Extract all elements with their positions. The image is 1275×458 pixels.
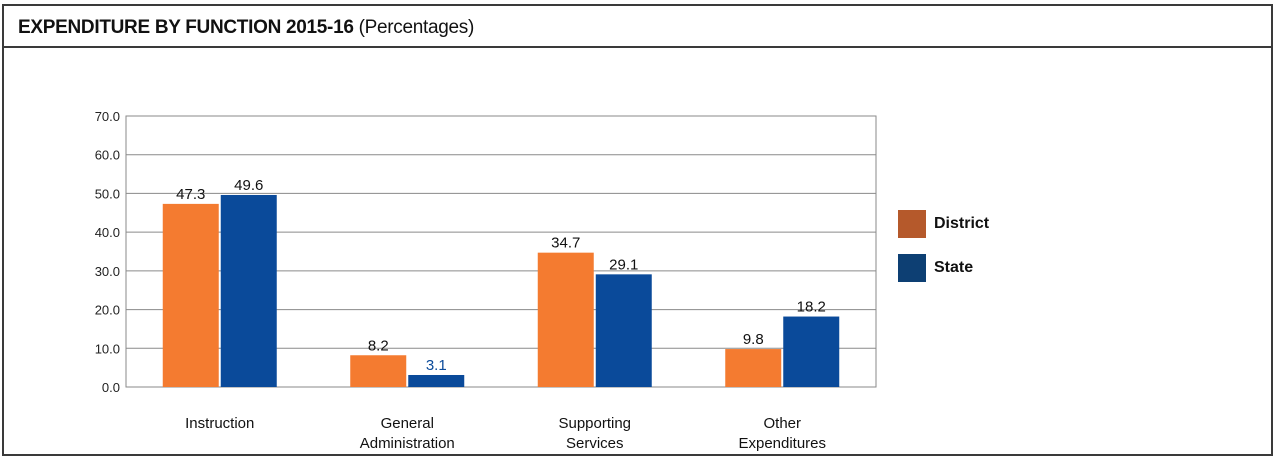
x-category-label: Instruction xyxy=(185,415,254,432)
bar-value-label: 34.7 xyxy=(551,235,580,252)
chart-title-suffix: (Percentages) xyxy=(358,17,475,38)
y-tick-label: 50.0 xyxy=(95,186,120,201)
x-category-label: Supporting xyxy=(558,415,631,432)
y-tick-label: 70.0 xyxy=(95,109,120,124)
chart-header: EXPENDITURE BY FUNCTION 2015-16 (Percent… xyxy=(4,6,1271,48)
chart-frame: EXPENDITURE BY FUNCTION 2015-16 (Percent… xyxy=(2,4,1273,456)
legend-swatch-state xyxy=(898,254,926,282)
bar-value-label: 18.2 xyxy=(797,299,826,316)
bar-district xyxy=(162,203,219,387)
legend-item-district: District xyxy=(898,210,989,238)
y-tick-label: 0.0 xyxy=(102,380,120,395)
legend-label-state: State xyxy=(934,259,974,276)
x-category-label: Administration xyxy=(360,435,455,452)
x-category-label: General xyxy=(381,415,434,432)
y-tick-label: 30.0 xyxy=(95,264,120,279)
y-tick-label: 40.0 xyxy=(95,225,120,240)
chart-legend: District State xyxy=(898,210,989,298)
bar-state xyxy=(595,274,652,387)
bar-state xyxy=(408,374,465,387)
chart-title-main: EXPENDITURE BY FUNCTION 2015-16 xyxy=(18,17,354,38)
bar-district xyxy=(350,355,407,387)
legend-item-state: State xyxy=(898,254,989,282)
bar-value-label: 9.8 xyxy=(743,331,764,348)
bar-value-label: 47.3 xyxy=(176,186,205,203)
legend-label-district: District xyxy=(934,215,990,232)
bar-state xyxy=(783,316,840,387)
bar-value-label: 8.2 xyxy=(368,337,389,354)
bar-district xyxy=(537,252,594,387)
y-tick-label: 20.0 xyxy=(95,303,120,318)
bar-value-label: 3.1 xyxy=(426,357,447,374)
bar-state xyxy=(220,194,277,387)
bar-value-label: 29.1 xyxy=(609,256,638,273)
x-category-label: Other xyxy=(763,415,801,432)
chart-title: EXPENDITURE BY FUNCTION 2015-16 (Percent… xyxy=(18,17,474,39)
bar-district xyxy=(725,349,782,387)
y-tick-label: 60.0 xyxy=(95,148,120,163)
x-category-label: Expenditures xyxy=(738,435,826,452)
x-category-label: Services xyxy=(566,435,624,452)
bar-value-label: 49.6 xyxy=(234,177,263,194)
legend-swatch-district xyxy=(898,210,926,238)
y-tick-label: 10.0 xyxy=(95,341,120,356)
